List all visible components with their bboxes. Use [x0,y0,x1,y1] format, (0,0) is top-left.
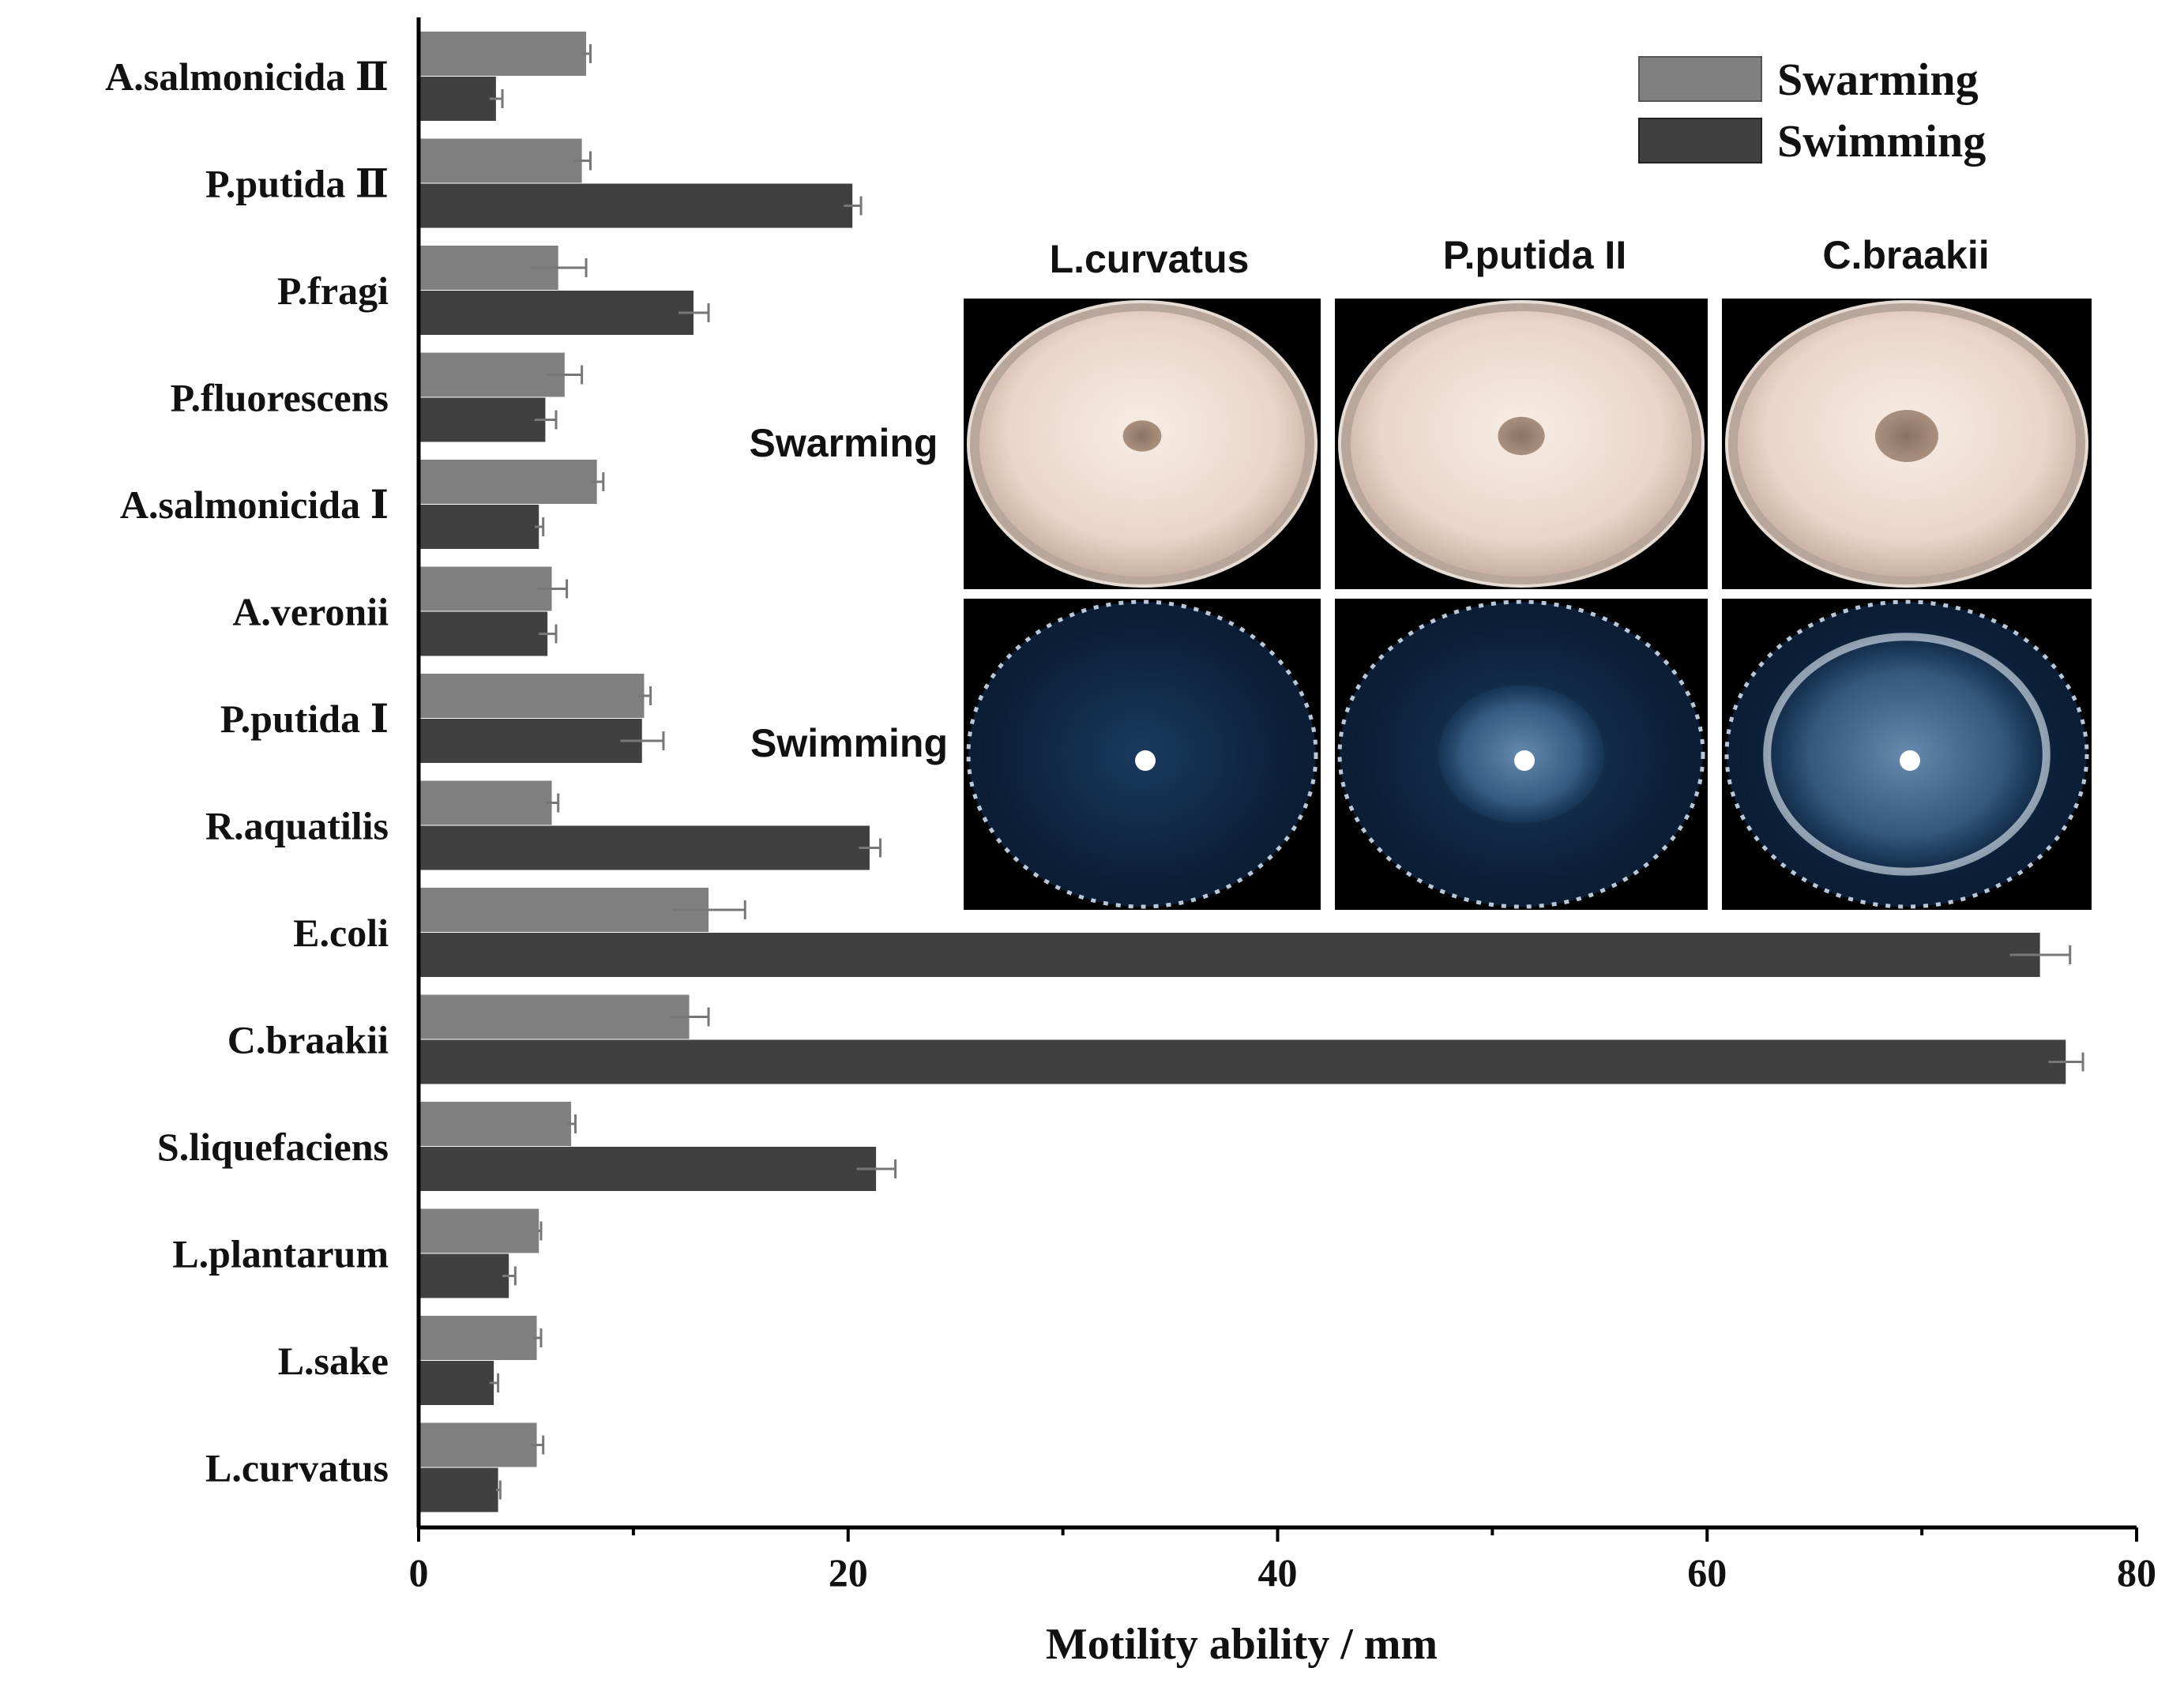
bar-swarming [419,1316,537,1360]
x-axis-label: Motility ability / mm [1046,1620,1438,1669]
plate-photo [1722,599,2092,910]
bar-swarming [419,888,709,932]
bar-swarming [419,138,582,183]
legend-swatch-swarming [1638,56,1762,102]
x-tick-label: 0 [409,1550,429,1595]
bar-swimming [419,505,539,549]
category-label: E.coli [293,911,389,955]
category-label: R.aquatilis [205,804,389,848]
bar-swimming [419,719,642,763]
inoculation-point [1135,750,1156,771]
bar-swimming [419,1467,498,1512]
bar-swimming [419,933,2040,977]
x-tick-label: 20 [829,1550,868,1595]
category-label: A.salmonicida Ⅰ [120,483,389,527]
swarming-colony [1122,420,1162,452]
swarming-colony [1498,416,1545,456]
bar-swarming [419,994,690,1039]
x-axis-ticks: 0 20 40 60 80 [409,1527,2156,1595]
plate-photo [1722,299,2092,589]
category-label: C.braakii [227,1018,389,1062]
category-label: P.putida Ⅰ [220,697,389,741]
category-label: L.plantarum [172,1232,389,1276]
error-bar-group [489,44,2084,1500]
x-tick-label: 60 [1687,1550,1727,1595]
bar-swimming [419,397,546,442]
inset-row-label: Swimming [750,721,948,765]
legend-swatch-swimming [1638,118,1762,163]
inoculation-point [1514,750,1535,771]
category-label: L.sake [278,1339,389,1383]
swarming-colony [1875,410,1938,462]
bar-swarming [419,780,552,825]
legend-label-swarming: Swarming [1777,54,1979,105]
plate-grid [964,299,2092,910]
category-label: A.veronii [232,590,389,634]
category-label: L.curvatus [205,1446,389,1490]
inoculation-point [1900,750,1920,771]
bar-swarming [419,566,552,611]
bar-swimming [419,183,853,228]
plate-photo-inset: L.curvatus P.putida II C.braakii Swarmin… [750,233,2092,910]
bar-swimming [419,1039,2066,1084]
legend: Swarming Swimming [1638,54,1986,167]
inset-column-title: L.curvatus [1050,237,1250,281]
bar-swimming [419,611,548,656]
bar-swarming [419,1208,539,1253]
plate-photo [964,599,1321,910]
bar-swarming [419,1422,537,1467]
bar-series-group [419,32,2066,1512]
bar-swarming [419,674,645,718]
bar-swimming [419,291,694,335]
inset-row-label: Swarming [750,421,938,465]
inset-column-title: P.putida II [1443,233,1626,277]
plate-photo [964,299,1321,589]
category-label: P.fluorescens [171,376,389,420]
category-labels: A.salmonicida Ⅱ P.putida Ⅱ P.fragi P.fluore… [105,54,389,1490]
legend-label-swimming: Swimming [1777,115,1986,167]
inset-column-title: C.braakii [1822,233,1989,277]
bar-swarming [419,1102,572,1146]
bar-swimming [419,1147,877,1191]
bar-swarming [419,460,597,504]
x-tick-label: 40 [1258,1550,1298,1595]
plate-photo [1335,599,1708,910]
swimming-halo-edge [1763,633,2051,876]
plate-photo [1335,299,1708,589]
bar-swimming [419,1361,494,1405]
bar-swimming [419,77,496,121]
category-label: P.fragi [277,269,389,313]
x-tick-label: 80 [2117,1550,2156,1595]
category-label: A.salmonicida Ⅱ [105,54,389,99]
category-label: S.liquefaciens [157,1125,389,1169]
bar-swarming [419,352,565,397]
bar-swarming [419,32,587,76]
bar-swimming [419,1253,509,1298]
category-label: P.putida Ⅱ [205,162,389,206]
bar-swimming [419,825,870,870]
